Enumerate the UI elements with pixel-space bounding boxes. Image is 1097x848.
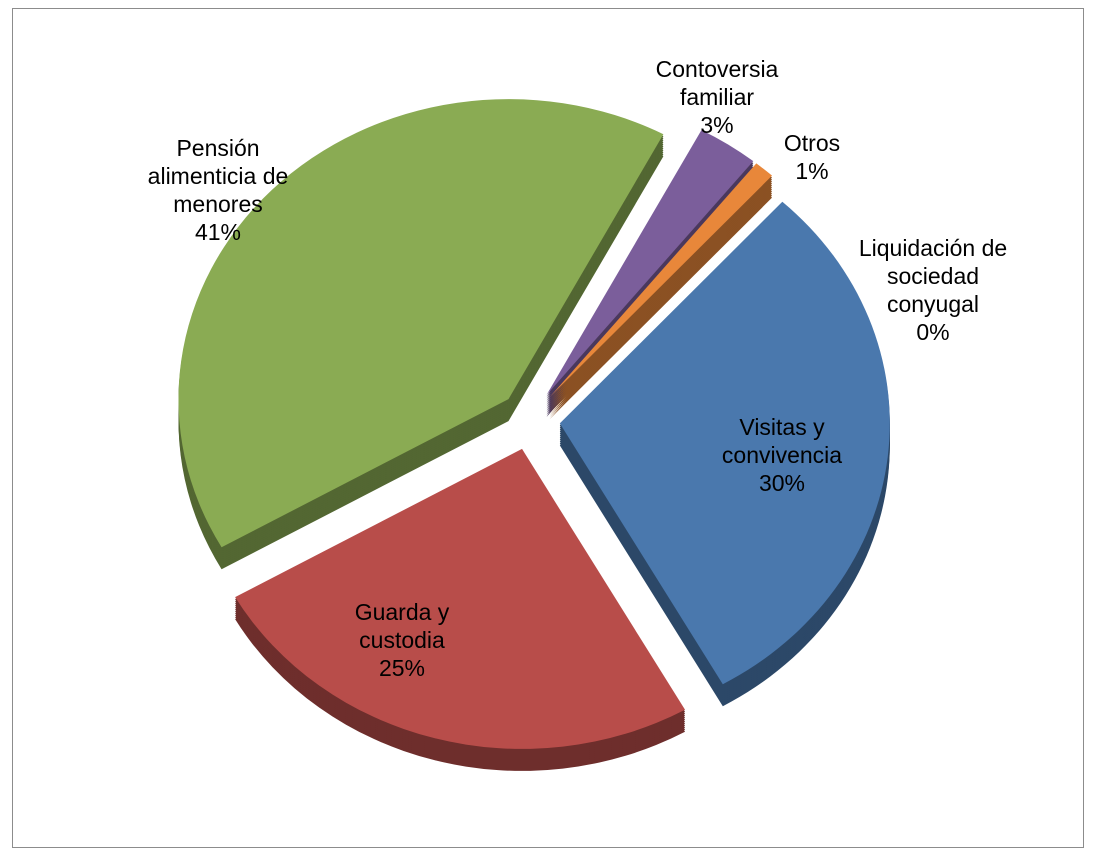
slice-side bbox=[550, 184, 773, 406]
slice-value: 1% bbox=[795, 158, 829, 184]
slice-side bbox=[550, 186, 773, 408]
slice-name: Liquidación de sociedad conyugal bbox=[858, 235, 1008, 317]
slice bbox=[549, 163, 773, 398]
slice bbox=[178, 99, 664, 548]
slice bbox=[559, 201, 890, 685]
slice bbox=[546, 130, 754, 395]
data-label: Pensión alimenticia de menores 41% bbox=[138, 134, 298, 246]
slice-value: 3% bbox=[700, 112, 734, 138]
slice-value: 41% bbox=[194, 219, 242, 245]
slice-name: Visitas y convivencia bbox=[721, 414, 843, 468]
slice-side bbox=[550, 190, 773, 412]
slice-name: Otros bbox=[783, 130, 841, 156]
slice-value: 25% bbox=[378, 655, 426, 681]
slice-side bbox=[550, 194, 773, 416]
slice-side bbox=[550, 178, 773, 400]
slice-side bbox=[550, 192, 773, 414]
slice-name: Pensión alimenticia de menores bbox=[147, 135, 289, 217]
slice-side bbox=[550, 196, 773, 418]
slice-value: 0% bbox=[916, 319, 950, 345]
slice-side bbox=[550, 180, 773, 402]
slice-name: Guarda y custodia bbox=[354, 599, 450, 653]
data-label: Liquidación de sociedad conyugal 0% bbox=[846, 234, 1021, 346]
slice-name: Contoversia familiar bbox=[655, 56, 779, 110]
data-label: Visitas y convivencia 30% bbox=[695, 413, 870, 497]
data-label: Contoversia familiar 3% bbox=[622, 55, 812, 139]
slice-side bbox=[550, 198, 773, 420]
slice bbox=[235, 448, 686, 749]
slice bbox=[550, 176, 773, 398]
slice-side bbox=[550, 182, 773, 404]
data-label: Guarda y custodia 25% bbox=[337, 598, 467, 682]
data-label: Otros 1% bbox=[772, 129, 852, 185]
slice-value: 30% bbox=[758, 470, 806, 496]
slice-side bbox=[550, 188, 773, 410]
